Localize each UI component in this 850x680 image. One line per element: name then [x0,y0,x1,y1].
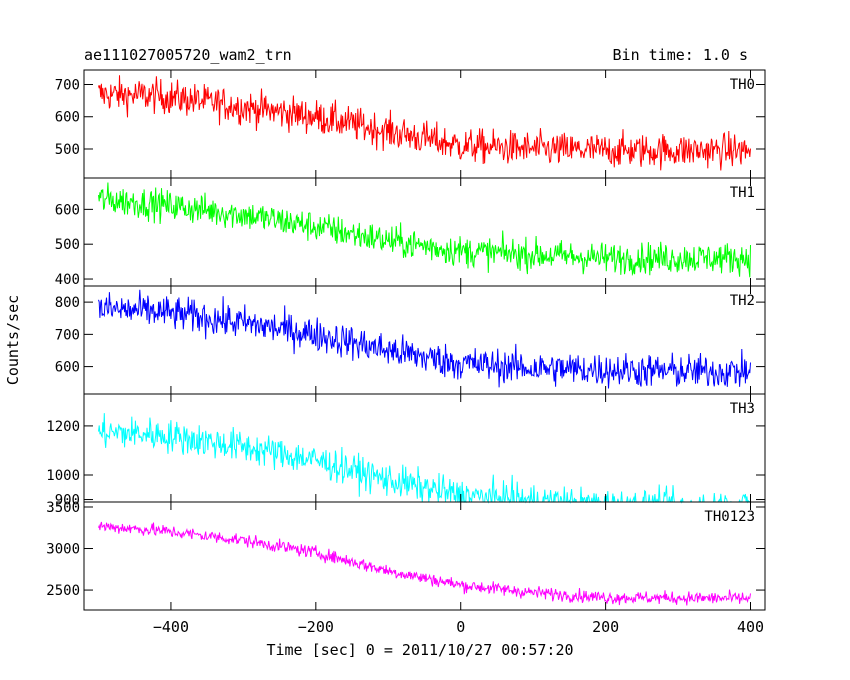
x-tick-label: −200 [298,618,334,636]
panel-th3: 900 1000 1200 TH3 [46,393,766,509]
panel-frame [83,501,766,611]
panel-frame [83,177,766,287]
series-line-th1 [98,182,751,278]
panel-th0: 500 600 700 TH0 [55,69,766,179]
panel-label-th0123: TH0123 [704,509,755,525]
x-tick-label: 200 [592,618,619,636]
y-tick-label: 3000 [46,542,80,558]
y-tick-label: 400 [55,272,80,288]
y-tick-label: 2500 [46,583,80,599]
x-tick-label: 0 [456,618,465,636]
y-tick-label: 700 [55,78,80,94]
panel-th2: 600 700 800 TH2 [55,285,766,395]
y-tick-label: 1200 [46,419,80,435]
x-tick-label: 400 [737,618,764,636]
y-axis-label: Counts/sec [4,295,22,385]
panel-label-th3: TH3 [730,401,755,417]
series-line-th2 [98,289,751,389]
y-tick-label: 800 [55,295,80,311]
y-tick-label: 900 [55,493,80,509]
panel-frame [83,69,766,179]
series-line-th0 [98,75,751,171]
y-tick-label: 600 [55,110,80,126]
y-tick-label: 500 [55,237,80,253]
panel-label-th1: TH1 [730,185,755,201]
series-line-th0123 [98,521,751,606]
x-axis-label: Time [sec] 0 = 2011/10/27 00:57:20 [266,641,573,659]
y-tick-label: 500 [55,142,80,158]
bin-time-label: Bin time: 1.0 s [613,46,748,64]
y-tick-label: 3500 [46,500,80,516]
panel-label-th2: TH2 [730,293,755,309]
panel-th0123: 2500 3000 3500 TH0123 [46,500,766,611]
x-tick-label: −400 [153,618,189,636]
y-tick-label: 1000 [46,468,80,484]
y-tick-label: 600 [55,202,80,218]
panel-th1: 400 500 600 TH1 [55,177,766,288]
y-tick-label: 700 [55,327,80,343]
y-tick-label: 600 [55,360,80,376]
chart-title: ae111027005720_wam2_trn [84,46,292,64]
panels-group: 500 600 700 TH0 400 500 600 TH1 600 700 800 TH2 900 1… [46,69,766,636]
panel-label-th0: TH0 [730,77,755,93]
series-line-th3 [98,413,751,504]
